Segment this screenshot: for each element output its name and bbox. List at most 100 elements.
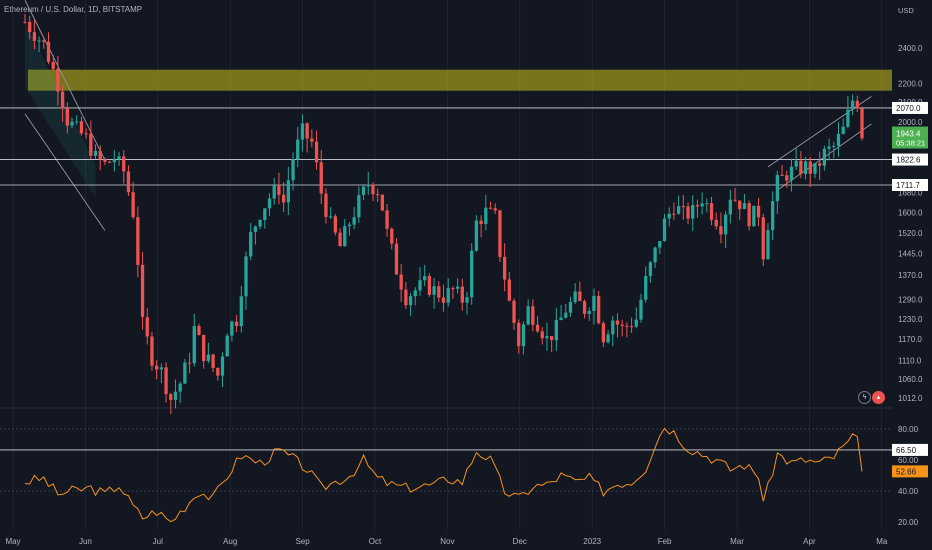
candle-body (662, 218, 667, 242)
candle-body (296, 139, 300, 160)
candle-body (723, 214, 728, 235)
candle-body (559, 317, 563, 321)
candle-body (126, 171, 131, 193)
candle-body (390, 228, 394, 244)
candle-body (399, 274, 403, 290)
rsi-tick-label: 80.00 (898, 425, 919, 434)
candle-body (648, 262, 653, 277)
rsi-tick-label: 60.00 (898, 456, 919, 465)
candle-body (202, 334, 206, 361)
level-label-bg (892, 101, 928, 114)
candle-body (159, 367, 164, 370)
chart-title: Ethereum / U.S. Dollar, 1D, BITSTAMP (4, 5, 143, 14)
price-tick-label: 1370.0 (898, 271, 923, 280)
candle-body (164, 367, 168, 395)
candle-body (220, 356, 225, 376)
candle-body (634, 319, 638, 327)
candle-body (766, 230, 770, 260)
time-axis: May Jun Jul Aug Sep Oct Nov Dec 2023 Feb Mar Apr Ma (5, 537, 887, 546)
candle-body (597, 295, 601, 324)
candle-body (418, 280, 422, 291)
price-tick-label: 2400.0 (898, 44, 923, 53)
candle-body (93, 150, 98, 156)
time-tick-label: Nov (440, 537, 454, 546)
candle-body (79, 121, 84, 134)
candle-body (846, 109, 850, 127)
candle-body (117, 156, 121, 160)
resistance-zone-rect (28, 69, 892, 91)
candle-body (625, 325, 629, 327)
candle-body (582, 301, 587, 314)
time-tick-label: Feb (658, 537, 672, 546)
candle-body (432, 286, 436, 295)
candle-body (733, 199, 737, 201)
candle-body (507, 279, 511, 301)
candle-body (564, 312, 568, 318)
candle-body (502, 256, 507, 280)
level-label: 1711.7 (896, 181, 920, 190)
candle-body (818, 163, 822, 166)
candle-body (197, 326, 201, 335)
level-label: 2070.0 (896, 104, 921, 113)
candle-body (554, 320, 558, 341)
candle-body (338, 232, 342, 247)
candle-body (705, 203, 709, 205)
candle-body (813, 163, 817, 174)
candle-body (75, 121, 79, 123)
candle-body (32, 32, 37, 41)
time-tick-label: Apr (803, 537, 816, 546)
time-tick-label: Jun (79, 537, 92, 546)
candle-body (719, 226, 723, 235)
candle-body (427, 276, 432, 295)
candle-body (535, 324, 540, 332)
candle-body (775, 174, 780, 202)
candle-body (187, 362, 192, 364)
candle-body (676, 206, 681, 214)
candle-body (404, 289, 408, 306)
price-tick-label: 1600.0 (898, 208, 923, 217)
candle-body (789, 166, 794, 181)
candle-body (672, 213, 676, 215)
candle-body (51, 61, 55, 69)
candle-body (234, 321, 239, 327)
candle-body (785, 175, 789, 181)
candle-body (545, 336, 549, 339)
candle-body (122, 156, 126, 172)
candle-body (611, 320, 615, 335)
candle-body (479, 220, 483, 225)
price-tick-label: 1290.0 (898, 296, 923, 305)
candle-body (681, 206, 685, 208)
price-tick-label: 1520.0 (898, 229, 923, 238)
alert-icon[interactable]: ▴ (872, 391, 885, 404)
rsi-level-label: 66.50 (896, 446, 917, 455)
candle-body (700, 203, 704, 207)
candle-body (249, 231, 253, 257)
candle-body (230, 321, 234, 336)
candle-body (244, 256, 248, 297)
candle-body (56, 68, 60, 92)
candle-body (352, 217, 356, 225)
candle-body (531, 306, 535, 325)
candle-body (314, 141, 319, 163)
resistance-zone (28, 69, 892, 91)
candle-body (258, 220, 262, 227)
candle-body (540, 331, 544, 339)
candle-body (446, 288, 450, 303)
candle-body (526, 306, 530, 325)
candle-body (512, 300, 516, 323)
candle-body (455, 286, 460, 289)
candle-body (319, 162, 323, 194)
candle-body (470, 250, 474, 298)
price-axis: 2400.02200.02100.02000.01680.01600.01520… (892, 44, 928, 527)
candle-body (691, 205, 695, 219)
time-tick-label: 2023 (583, 537, 601, 546)
time-tick-label: Oct (369, 537, 382, 546)
lightning-icon[interactable]: ϟ (858, 391, 871, 404)
candle-body (629, 326, 634, 328)
candle-body (498, 210, 502, 257)
candle-body (107, 161, 112, 163)
candle-body (578, 291, 582, 302)
candle-body (573, 291, 577, 302)
candle-body (841, 126, 845, 134)
